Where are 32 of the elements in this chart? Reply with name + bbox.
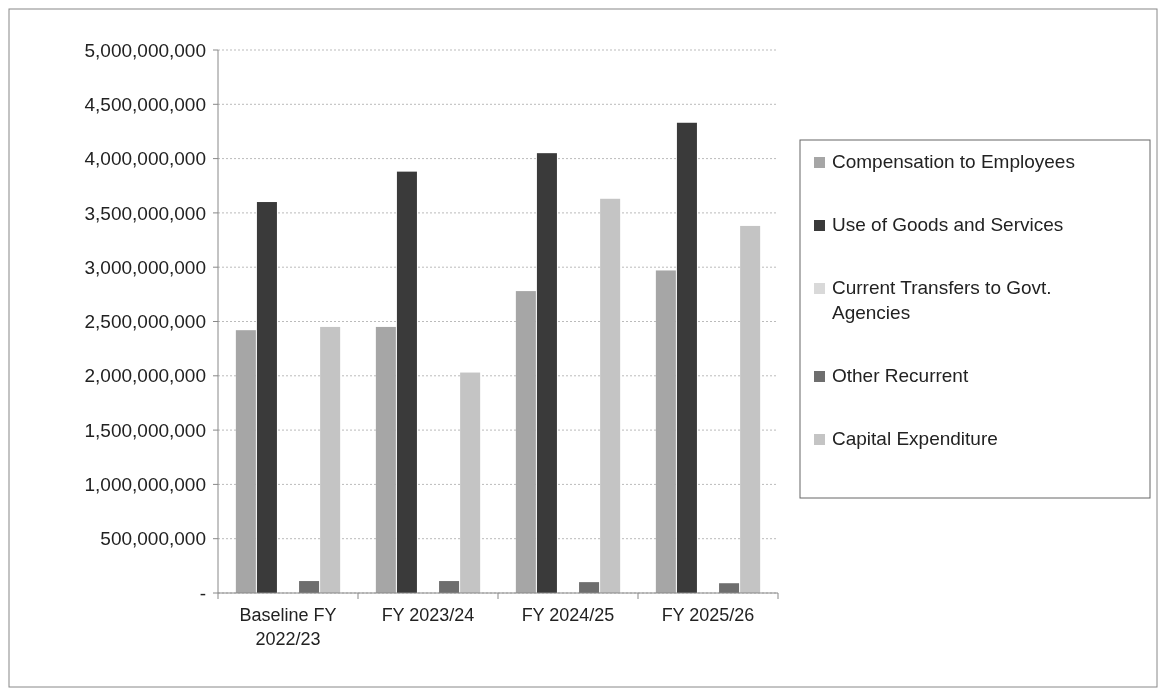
legend-label: Other Recurrent <box>832 365 969 386</box>
bar <box>396 171 417 593</box>
legend-label: Use of Goods and Services <box>832 214 1064 235</box>
legend-label: Capital Expenditure <box>832 428 998 449</box>
bar <box>655 270 676 593</box>
bar <box>719 583 740 593</box>
x-tick-label: FY 2025/26 <box>661 605 755 625</box>
y-tick-label: 500,000,000 <box>100 528 206 550</box>
y-tick-label: 1,000,000,000 <box>84 474 206 496</box>
bar <box>536 153 557 593</box>
bar <box>579 582 600 593</box>
y-tick-label: 2,000,000,000 <box>84 365 206 387</box>
legend-label: Compensation to Employees <box>832 151 1075 172</box>
bar <box>235 330 256 593</box>
bar <box>515 291 536 593</box>
y-tick-label: 4,500,000,000 <box>84 93 206 115</box>
x-tick-label: Baseline FY 2022/23 <box>239 605 337 649</box>
y-tick-label: 1,500,000,000 <box>84 419 206 441</box>
y-tick-label: 3,500,000,000 <box>84 202 206 224</box>
x-tick-label: FY 2023/24 <box>381 605 475 625</box>
y-tick-label: 4,000,000,000 <box>84 148 206 170</box>
y-tick-label: - <box>199 582 206 604</box>
bar <box>256 202 277 593</box>
bar <box>676 122 697 593</box>
y-tick-label: 2,500,000,000 <box>84 311 206 333</box>
legend-label: Current Transfers to Govt. Agencies <box>832 277 1052 323</box>
bar <box>439 581 460 593</box>
y-tick-label: 5,000,000,000 <box>84 39 206 61</box>
x-tick-label: FY 2024/25 <box>521 605 615 625</box>
bar <box>299 581 320 593</box>
y-tick-label: 3,000,000,000 <box>84 256 206 278</box>
bar <box>375 326 396 593</box>
